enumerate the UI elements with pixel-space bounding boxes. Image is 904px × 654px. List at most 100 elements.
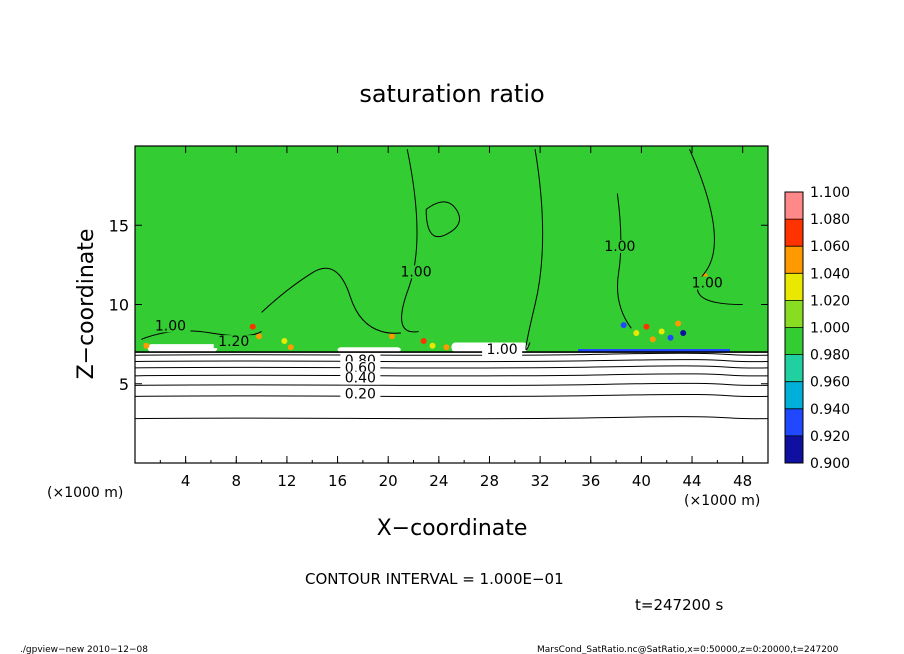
colorbar-label: 1.060: [810, 239, 850, 255]
contour-label-bg: [340, 361, 381, 375]
colorbar-label: 1.040: [810, 266, 850, 282]
contour-label: 1.00: [604, 239, 635, 255]
contour-label-bg: [687, 276, 728, 290]
x-tick-label: 4: [181, 472, 191, 490]
x-tick-label: 16: [328, 472, 347, 490]
contour-label: 1.00: [487, 342, 518, 358]
x-tick-label: 24: [429, 472, 448, 490]
y-tick-label: 5: [119, 375, 129, 394]
colorbar-swatch: [785, 354, 803, 383]
colorbar-swatch: [785, 219, 803, 247]
contour-line: [134, 393, 769, 398]
colorbar-label: 1.020: [810, 293, 850, 309]
x-tick-label: 20: [379, 472, 398, 490]
saturation-speckle: [443, 344, 450, 351]
saturation-speckle: [287, 344, 294, 351]
contour-label: 0.40: [345, 371, 376, 387]
contour-1-00: [525, 149, 544, 351]
contour-label: 1.00: [400, 264, 431, 280]
undersaturated-band: [578, 349, 731, 353]
chart-title: saturation ratio: [359, 80, 544, 108]
contour-interval-text: CONTOUR INTERVAL = 1.000E−01: [305, 570, 564, 588]
saturation-speckle: [620, 322, 627, 329]
saturation-speckle: [388, 333, 395, 340]
contour-1-00: [141, 330, 262, 340]
y-axis-unit: (×1000 m): [47, 485, 123, 501]
saturated-region: [135, 146, 768, 353]
cloud-pocket: [337, 347, 401, 353]
saturation-speckle: [675, 320, 682, 327]
x-axis: 4 8 12 16 20 24 28 32 36 40 44 48: [159, 146, 769, 490]
contour-line: [134, 382, 769, 386]
x-axis-label: X−coordinate: [377, 516, 528, 541]
colorbar-label: 1.080: [810, 212, 850, 228]
contour-label-bg: [482, 343, 523, 357]
saturation-speckle: [643, 323, 650, 330]
x-tick-label: 28: [480, 472, 499, 490]
x-axis-unit: (×1000 m): [684, 493, 760, 509]
colorbar-swatch: [785, 273, 803, 301]
colorbar-swatch: [785, 327, 803, 356]
contour-label: 1.00: [692, 275, 723, 291]
saturation-speckle: [429, 342, 436, 349]
colorbar-swatch: [785, 300, 803, 328]
contour-label-bg: [396, 265, 437, 279]
saturation-speckle: [281, 337, 288, 344]
contour-label-bg: [340, 387, 381, 401]
contour-line: [134, 365, 769, 369]
saturation-speckle: [420, 337, 427, 344]
x-tick-label: 44: [682, 472, 701, 490]
colorbar-swatch: [785, 381, 803, 410]
colorbar-swatch: [785, 408, 803, 437]
plot-area: 1.001.201.001.001.001.000.800.600.400.20: [134, 146, 769, 420]
contour-label-bg: [599, 240, 640, 254]
contour-line: [134, 352, 769, 356]
contour-1-00: [261, 267, 401, 334]
y-axis-label: Z−coordinate: [74, 229, 99, 380]
saturation-speckle: [667, 334, 674, 341]
y-axis: 5 10 15: [109, 216, 768, 394]
contour-1-00: [425, 201, 460, 238]
saturation-speckle: [256, 333, 263, 340]
contour-line: [134, 373, 769, 377]
footer-left: ./gpview−new 2010−12−08: [20, 645, 148, 654]
x-tick-label: 48: [733, 472, 752, 490]
colorbar-label: 0.900: [810, 456, 850, 472]
colorbar-label: 0.920: [810, 429, 850, 445]
contour-line: [134, 359, 769, 363]
saturation-speckle: [143, 342, 150, 349]
colorbar-label: 0.960: [810, 375, 850, 391]
y-tick-label: 10: [109, 296, 129, 315]
contour-line: [134, 416, 769, 420]
saturation-speckle: [658, 328, 665, 335]
saturation-speckle: [633, 330, 640, 337]
x-tick-label: 8: [232, 472, 242, 490]
colorbar-swatch: [785, 435, 803, 464]
time-label: t=247200 s: [635, 596, 723, 614]
contour-1-00: [689, 148, 743, 305]
saturation-speckle: [680, 330, 687, 337]
contour-label-bg: [213, 335, 254, 349]
colorbar-label: 0.940: [810, 402, 850, 418]
colorbar-swatch: [785, 192, 803, 220]
contour-1-00: [401, 149, 419, 333]
contour-label: 1.00: [155, 318, 186, 334]
x-tick-label: 32: [531, 472, 550, 490]
colorbar: 1.100 1.080 1.060 1.040 1.020 1.000 0.980 0.960…: [784, 185, 850, 472]
contour-1-00: [616, 193, 632, 329]
contour-label-bg: [150, 319, 191, 333]
colorbar-label: 1.100: [810, 185, 850, 201]
y-tick-label: 15: [109, 216, 129, 235]
x-tick-label: 12: [277, 472, 296, 490]
colorbar-label: 0.980: [810, 348, 850, 364]
x-tick-label: 36: [581, 472, 600, 490]
contour-label: 0.20: [345, 386, 376, 402]
saturation-speckle: [249, 323, 256, 330]
footer-right: MarsCond_SatRatio.nc@SatRatio,x=0:50000,…: [537, 645, 839, 654]
saturation-speckle: [649, 336, 656, 343]
cloud-pocket: [147, 344, 218, 353]
contour-label-bg: [340, 371, 381, 385]
x-tick-label: 40: [632, 472, 651, 490]
contour-label: 1.20: [218, 334, 249, 350]
